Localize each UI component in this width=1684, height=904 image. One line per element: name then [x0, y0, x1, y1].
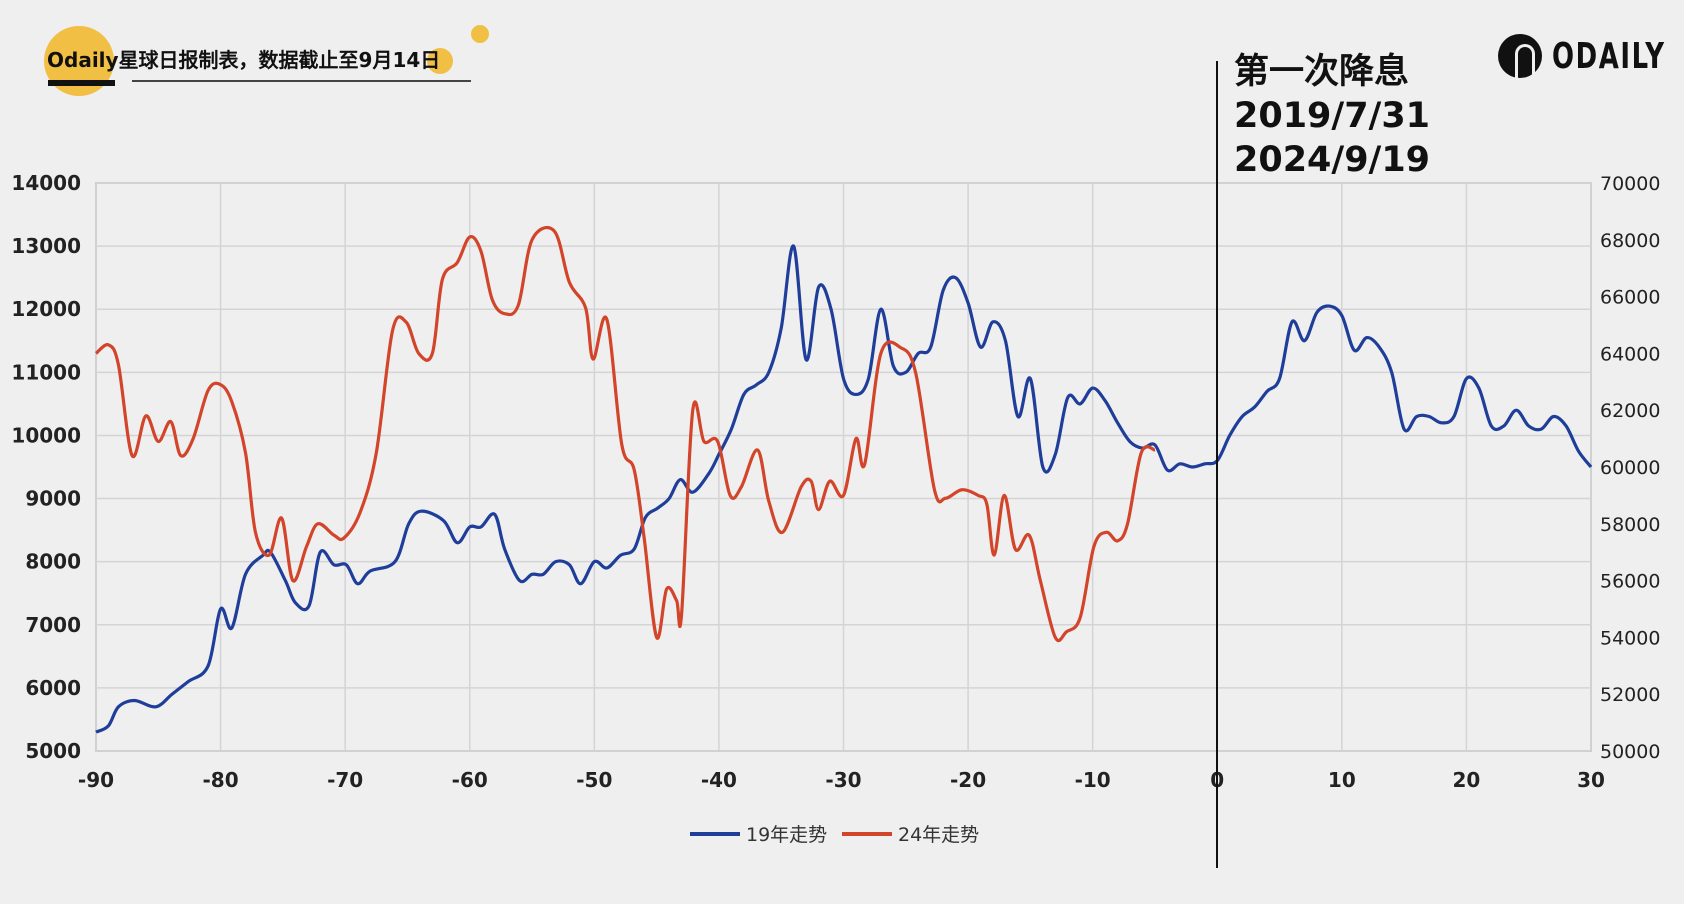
logo-text: ODAILY: [1552, 35, 1666, 77]
decor-bar: [48, 80, 115, 86]
decor-dot-mid: [427, 48, 453, 74]
y-left-tick-label: 12000: [11, 297, 81, 321]
odaily-logo: ODAILY: [1498, 34, 1684, 81]
y-left-tick-label: 7000: [25, 613, 81, 637]
legend-label-2019: 19年走势: [746, 824, 827, 846]
x-tick-label: -20: [950, 768, 986, 792]
y-right-tick-label: 64000: [1600, 343, 1660, 365]
decor-dot-large: [44, 26, 114, 96]
y-right-tick-label: 70000: [1600, 173, 1660, 195]
annotation-title: 第一次降息: [1234, 52, 1410, 92]
y-left-tick-label: 6000: [25, 676, 81, 700]
y-left-tick-label: 13000: [11, 234, 81, 258]
series-line-2024: [94, 226, 1156, 643]
legend-label-2024: 24年走势: [898, 824, 979, 846]
y-left-tick-label: 9000: [25, 487, 81, 511]
odaily-logo-icon: [1498, 34, 1542, 81]
y-right-tick-label: 58000: [1600, 514, 1660, 536]
y-right-tick-label: 54000: [1600, 627, 1660, 649]
annotation-date-2024: 2024/9/19: [1234, 140, 1431, 180]
x-tick-label: -90: [78, 768, 114, 792]
x-tick-label: -10: [1075, 768, 1111, 792]
series-lines: [94, 226, 1593, 734]
decor-dot-small: [471, 25, 489, 43]
y-right-tick-label: 56000: [1600, 571, 1660, 593]
chart-header: Odaily星球日报制表，数据截止至9月14日: [47, 44, 440, 73]
y-right-tick-label: 50000: [1600, 741, 1660, 763]
header-brand: Odaily: [47, 48, 119, 72]
y-left-tick-label: 14000: [11, 171, 81, 195]
x-tick-label: 30: [1577, 768, 1605, 792]
x-tick-label: -50: [576, 768, 612, 792]
y-right-tick-label: 60000: [1600, 457, 1660, 479]
y-right-tick-label: 52000: [1600, 684, 1660, 706]
annotation-date-2019: 2019/7/31: [1234, 96, 1431, 136]
y-right-tick-label: 62000: [1600, 400, 1660, 422]
y-left-tick-label: 8000: [25, 550, 81, 574]
grid: [95, 182, 1592, 752]
y-left-tick-label: 5000: [25, 739, 81, 763]
x-tick-label: -60: [452, 768, 488, 792]
y-left-tick-label: 10000: [11, 423, 81, 447]
x-tick-label: 20: [1452, 768, 1480, 792]
tick-labels: -90-80-70-60-50-40-30-20-100102030500060…: [11, 171, 1660, 792]
x-tick-label: -70: [327, 768, 363, 792]
x-tick-label: 10: [1328, 768, 1356, 792]
legend: 19年走势 24年走势: [690, 824, 979, 846]
y-left-tick-label: 11000: [11, 360, 81, 384]
x-tick-label: -40: [701, 768, 737, 792]
x-tick-label: -80: [203, 768, 239, 792]
y-right-tick-label: 66000: [1600, 287, 1660, 309]
header-title: 星球日报制表，数据截止至9月14日: [118, 48, 441, 72]
y-right-tick-label: 68000: [1600, 230, 1660, 252]
x-tick-label: -30: [825, 768, 861, 792]
rate-cut-annotation: 第一次降息 2019/7/31 2024/9/19: [1234, 50, 1430, 182]
